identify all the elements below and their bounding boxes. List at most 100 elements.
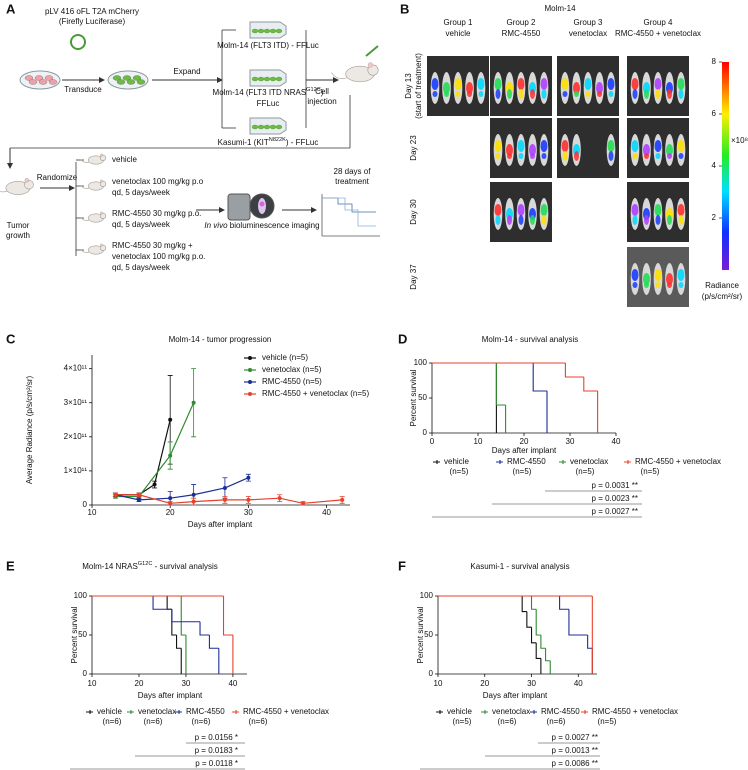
data-point (136, 492, 141, 497)
bli-signal (655, 89, 661, 99)
y-tick-label: 0 (423, 428, 428, 437)
colorbar-tick-label: 4 (712, 161, 717, 170)
colorbar-tick-label: 6 (712, 109, 717, 118)
cell (269, 76, 277, 82)
chart-title: Molm-14 - tumor progression (169, 335, 272, 344)
data-point (246, 475, 251, 480)
bli-signal (506, 144, 513, 156)
bli-signal (631, 78, 639, 90)
legend-marker (433, 460, 440, 464)
cell (275, 76, 283, 82)
legend-label: RMC-4550 + venetoclax (635, 457, 721, 466)
mouse-ear (100, 153, 104, 157)
bli-signal (517, 204, 525, 216)
bli-signal (655, 215, 661, 225)
p-value: p = 0.0156 * (195, 733, 238, 742)
y-tick-label: 0 (83, 669, 88, 678)
bli-signal (444, 91, 449, 97)
group-label: qd, 5 days/week (112, 220, 171, 229)
bli-signal (677, 140, 685, 152)
x-tick-label: 20 (480, 679, 489, 688)
syringe (365, 45, 379, 57)
cell (126, 79, 136, 85)
mouse-ear (24, 178, 29, 183)
survival-step (175, 635, 182, 649)
bli-signal (667, 89, 672, 99)
x-axis-label: Days after implant (188, 520, 253, 529)
legend-n: (n=6) (103, 717, 122, 726)
data-point (152, 482, 157, 487)
data-point (277, 496, 282, 501)
bli-signal (643, 273, 650, 285)
legend-label: venetoclax (n=5) (262, 365, 322, 374)
bli-signal (677, 78, 685, 90)
cell-line-label-part: N822K (269, 137, 286, 143)
y-tick-label: 50 (418, 393, 427, 402)
bli-signal (644, 89, 649, 99)
cell (28, 79, 38, 85)
cell-line-label-part: Molm-14 (FLT3 ITD) - FFLuc (217, 41, 319, 50)
p-value: p = 0.0023 ** (592, 494, 638, 503)
bli-signal (478, 91, 484, 97)
panel-label: F (398, 558, 406, 573)
legend-label: vehicle (n=5) (262, 353, 308, 362)
cell (251, 124, 259, 130)
bli-signal (631, 269, 639, 281)
legend-marker (248, 392, 252, 396)
group-header: RMC-4550 (502, 29, 541, 38)
cell (269, 28, 277, 34)
cell-line-label: Kasumi-1 (KITN822K) - FFLuc (218, 137, 319, 147)
bli-signal (455, 91, 461, 97)
legend-label: RMC-4550 + venetoclax (592, 707, 678, 716)
legend-marker (232, 710, 239, 714)
group-header: Group 3 (574, 18, 603, 27)
bli-signal (540, 140, 548, 152)
bli-signal (443, 82, 450, 94)
y-axis-label: Percent survival (416, 606, 425, 663)
day-label: Day 30 (409, 199, 418, 225)
x-tick-label: 20 (135, 679, 144, 688)
bli-signal (678, 89, 684, 99)
x-tick-label: 30 (566, 437, 575, 446)
legend-n: (n=5) (576, 467, 595, 476)
data-point (340, 497, 345, 502)
plasmid (70, 34, 86, 50)
x-tick-label: 10 (88, 508, 97, 517)
bli-signal (644, 282, 649, 288)
bli-signal (518, 89, 524, 99)
imaging-label-part: bioluminescence imaging (228, 221, 320, 230)
y-tick-label: 100 (74, 591, 88, 600)
bli-signal (507, 215, 512, 225)
cell (132, 75, 142, 81)
bli-signal (495, 153, 501, 159)
chart-title: Kasumi-1 - survival analysis (470, 562, 569, 571)
bli-signal (517, 78, 525, 90)
legend-marker (559, 460, 566, 464)
p-value: p = 0.0013 ** (552, 746, 598, 755)
x-tick-label: 40 (612, 437, 621, 446)
colorbar-multiplier: ×10⁸ (731, 136, 748, 145)
legend-marker (436, 710, 443, 714)
chart-title: Molm-14 NRASG12C - survival analysis (82, 561, 218, 571)
cell (251, 76, 259, 82)
legend-marker (481, 710, 488, 714)
survival-step (526, 611, 532, 628)
group-label: RMC-4550 30 mg/kg + (112, 241, 193, 250)
x-tick-label: 0 (430, 437, 435, 446)
day-label-part: Day 13 (404, 73, 413, 99)
survival-step (545, 648, 551, 662)
x-tick-label: 10 (88, 679, 97, 688)
x-tick-label: 30 (244, 508, 253, 517)
legend-marker (530, 710, 537, 714)
data-point (191, 499, 196, 504)
mouse-tail (80, 185, 90, 189)
data-point (168, 501, 173, 506)
legend-label: RMC-4550 (541, 707, 580, 716)
bli-signal (574, 91, 579, 97)
data-point (168, 417, 173, 422)
bli-signal (541, 153, 547, 159)
x-tick-label: 40 (228, 679, 237, 688)
expand-label: Expand (173, 67, 200, 76)
cell (251, 28, 259, 34)
bli-signal (562, 91, 568, 97)
